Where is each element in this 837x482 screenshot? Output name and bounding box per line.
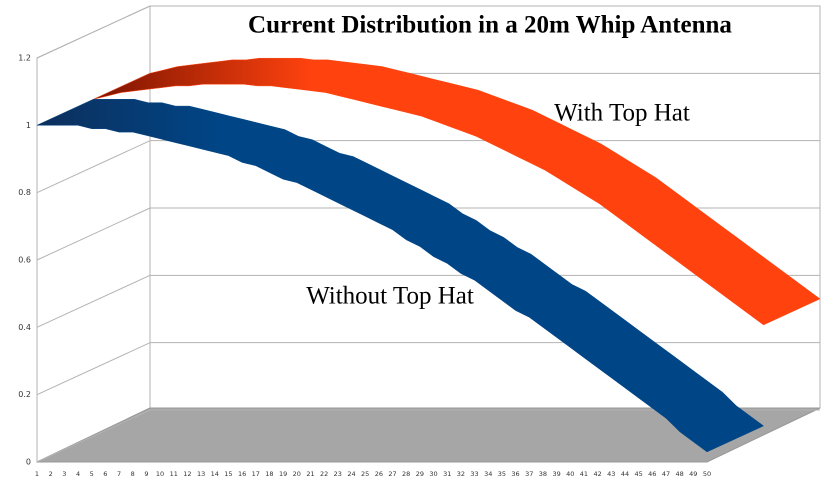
x-tick-label: 38 [539, 470, 547, 478]
y-tick-label: 0.6 [18, 256, 31, 265]
x-tick-label: 25 [361, 470, 369, 478]
x-tick-label: 27 [388, 470, 396, 478]
x-tick-label: 47 [662, 470, 670, 478]
y-tick-label: 1 [26, 121, 31, 130]
grid-line [36, 140, 151, 194]
x-tick-label: 43 [607, 470, 615, 478]
x-tick-label: 50 [703, 470, 711, 478]
y-tick-label: 0 [26, 458, 31, 467]
x-tick-label: 13 [197, 470, 205, 478]
x-tick-label: 33 [470, 470, 478, 478]
x-tick-label: 32 [457, 470, 465, 478]
x-tick-label: 6 [103, 470, 107, 478]
x-tick-label: 2 [49, 470, 53, 478]
x-tick-label: 21 [306, 470, 314, 478]
x-tick-label: 1 [35, 470, 39, 478]
x-tick-label: 7 [117, 470, 121, 478]
x-tick-label: 10 [156, 470, 164, 478]
x-tick-label: 48 [676, 470, 684, 478]
x-tick-label: 46 [648, 470, 656, 478]
x-tick-label: 30 [429, 470, 437, 478]
x-tick-label: 49 [689, 470, 697, 478]
x-tick-label: 35 [498, 470, 506, 478]
grid-line [36, 409, 151, 463]
plot-area [36, 57, 821, 453]
x-tick-label: 23 [334, 470, 342, 478]
x-tick-label: 19 [279, 470, 287, 478]
x-tick-label: 12 [183, 470, 191, 478]
x-tick-label: 36 [511, 470, 519, 478]
y-tick-label: 0.4 [18, 323, 31, 332]
y-tick-label: 0.2 [18, 390, 31, 399]
x-tick-label: 11 [170, 470, 178, 478]
x-tick-label: 16 [238, 470, 246, 478]
x-tick-label: 39 [552, 470, 560, 478]
series-label: With Top Hat [554, 100, 690, 127]
grid-line [36, 5, 151, 59]
series-label: Without Top Hat [306, 283, 474, 310]
x-tick-label: 42 [593, 470, 601, 478]
x-tick-label: 29 [416, 470, 424, 478]
x-tick-label: 31 [443, 470, 451, 478]
x-tick-label: 24 [347, 470, 355, 478]
grid-line [36, 207, 151, 261]
x-tick-label: 3 [62, 470, 66, 478]
x-tick-label: 4 [76, 470, 80, 478]
x-tick-label: 8 [131, 470, 135, 478]
y-tick-label: 1.2 [18, 54, 31, 63]
grid-line [36, 342, 151, 396]
x-tick-label: 20 [293, 470, 301, 478]
x-tick-label: 41 [580, 470, 588, 478]
chart-title: Current Distribution in a 20m Whip Anten… [248, 12, 732, 39]
floor [36, 407, 821, 463]
x-tick-label: 37 [525, 470, 533, 478]
x-tick-label: 17 [252, 470, 260, 478]
x-tick-label: 44 [621, 470, 629, 478]
x-tick-label: 22 [320, 470, 328, 478]
x-tick-label: 14 [211, 470, 219, 478]
series-ribbon [93, 57, 821, 326]
x-tick-label: 5 [90, 470, 94, 478]
x-tick-label: 26 [375, 470, 383, 478]
series-ribbon [36, 99, 764, 453]
x-tick-label: 40 [566, 470, 574, 478]
y-tick-label: 0.8 [18, 188, 31, 197]
grid-line [36, 274, 151, 328]
x-tick-label: 34 [484, 470, 492, 478]
x-tick-label: 28 [402, 470, 410, 478]
x-tick-label: 45 [634, 470, 642, 478]
labels: 00.20.40.60.811.21 2 3 4 5 6 7 8 9 10 11 12 13 14 15 16… [18, 54, 711, 479]
x-tick-label: 15 [224, 470, 232, 478]
x-tick-label: 18 [265, 470, 273, 478]
x-tick-label: 9 [144, 470, 148, 478]
